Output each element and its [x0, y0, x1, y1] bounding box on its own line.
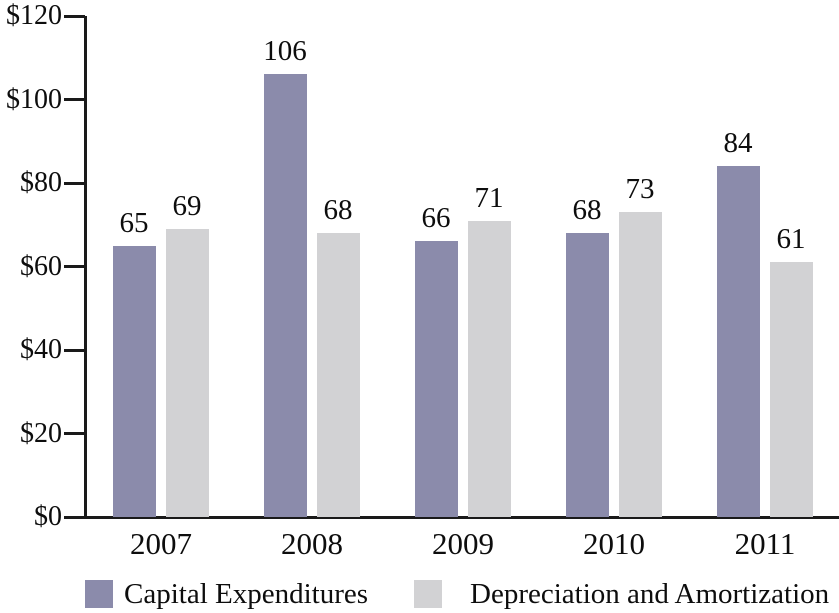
- y-tick-label: $40: [20, 334, 62, 365]
- legend-label-capital-expenditures: Capital Expenditures: [124, 578, 369, 610]
- legend-swatch-depreciation-amortization: [414, 580, 442, 608]
- bar-depreciation-and-amortization-2010: [619, 212, 662, 517]
- value-label-2011-capex: 84: [723, 127, 753, 159]
- x-label-2010: 2010: [583, 526, 645, 561]
- x-label-2007: 2007: [130, 526, 192, 561]
- y-tick: [64, 349, 85, 352]
- y-tick-label: $120: [6, 0, 62, 31]
- x-label-2011: 2011: [734, 526, 796, 561]
- y-tick: [64, 516, 85, 519]
- y-tick: [64, 98, 85, 101]
- bar-depreciation-and-amortization-2007: [166, 229, 209, 517]
- value-label-2010-da: 73: [625, 173, 655, 205]
- bar-capital-expenditures-2008: [264, 74, 307, 517]
- y-tick-label: $80: [20, 167, 62, 198]
- bar-capital-expenditures-2011: [717, 166, 760, 517]
- value-label-2007-capex: 65: [119, 207, 149, 239]
- value-label-2009-da: 71: [474, 182, 504, 214]
- bar-capital-expenditures-2009: [415, 241, 458, 517]
- bar-depreciation-and-amortization-2008: [317, 233, 360, 517]
- y-tick: [64, 432, 85, 435]
- bar-depreciation-and-amortization-2011: [770, 262, 813, 517]
- value-label-2009-capex: 66: [421, 202, 451, 234]
- value-label-2008-da: 68: [323, 194, 353, 226]
- legend-swatch-capital-expenditures: [85, 580, 113, 608]
- y-tick-label: $20: [20, 418, 62, 449]
- bar-capital-expenditures-2007: [113, 246, 156, 517]
- y-tick-label: $0: [34, 501, 62, 532]
- legend-label-depreciation-amortization: Depreciation and Amortization: [470, 578, 830, 610]
- y-tick-label: $60: [20, 251, 62, 282]
- value-label-2011-da: 61: [776, 223, 806, 255]
- y-axis-line: [84, 16, 87, 519]
- x-label-2009: 2009: [432, 526, 494, 561]
- value-label-2010-capex: 68: [572, 194, 602, 226]
- x-label-2008: 2008: [281, 526, 343, 561]
- y-tick: [64, 265, 85, 268]
- bar-capital-expenditures-2010: [566, 233, 609, 517]
- value-label-2007-da: 69: [172, 190, 202, 222]
- bar-depreciation-and-amortization-2009: [468, 221, 511, 517]
- y-tick: [64, 15, 85, 18]
- y-tick-label: $100: [6, 84, 62, 115]
- x-axis-line: [84, 516, 839, 519]
- y-tick: [64, 182, 85, 185]
- value-label-2008-capex: 106: [263, 35, 307, 67]
